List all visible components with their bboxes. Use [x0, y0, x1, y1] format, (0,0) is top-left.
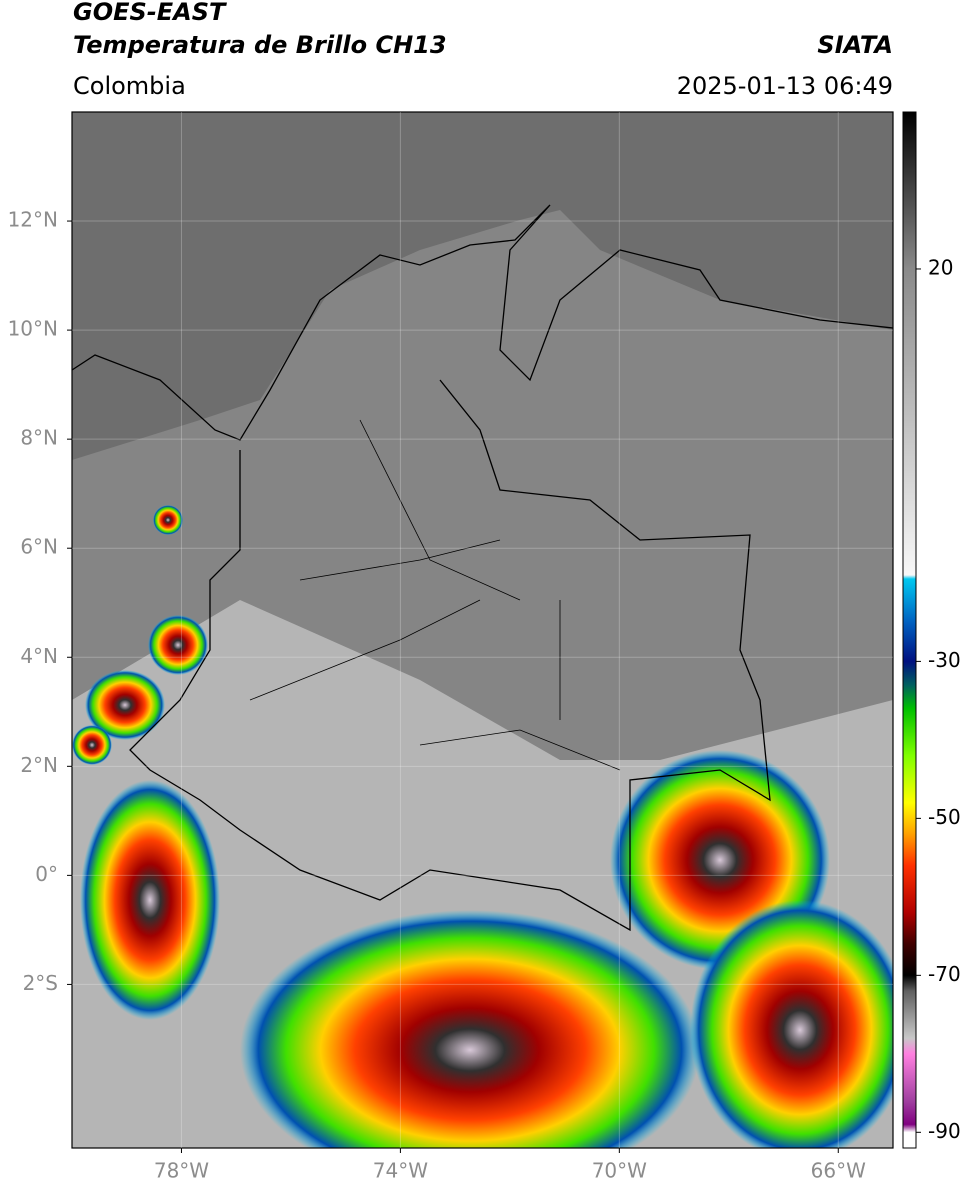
lon-tick-label: 78°W — [154, 1159, 209, 1183]
region: Colombia — [73, 72, 186, 100]
lat-tick-label: 2°S — [23, 971, 58, 995]
lon-tick-label: 74°W — [373, 1159, 428, 1183]
storm — [153, 505, 183, 535]
storm — [85, 670, 165, 740]
departments — [249, 419, 621, 771]
lat-tick-label: 4°N — [20, 644, 58, 668]
product: Temperatura de Brillo CH13 — [73, 31, 447, 59]
lat-tick-label: 8°N — [20, 426, 58, 450]
lat-tick-label: 6°N — [20, 535, 58, 559]
satellite-image — [72, 112, 893, 1148]
storm — [148, 615, 208, 675]
lat-tick-label: 0° — [35, 862, 58, 886]
storm — [72, 725, 112, 765]
colorbar-tick-label: -90 — [928, 1119, 961, 1143]
colorbar-tick-label: -50 — [928, 805, 961, 829]
colorbar-tick-label: -30 — [928, 648, 961, 672]
lat-tick-label: 2°N — [20, 753, 58, 777]
colorbar-tick-label: -70 — [928, 962, 961, 986]
storm — [690, 900, 893, 1148]
borders — [72, 204, 893, 932]
datetime: 2025-01-13 06:49 — [677, 72, 893, 100]
map-frame — [71, 111, 894, 1149]
colorbar-tick-label: 20 — [928, 255, 953, 279]
lat-tick-label: 12°N — [8, 208, 58, 232]
agency: SIATA — [817, 31, 893, 59]
storm — [80, 780, 220, 1020]
colorbar — [902, 111, 917, 1149]
satellite: GOES-EAST — [73, 0, 227, 26]
lon-tick-label: 70°W — [592, 1159, 647, 1183]
storm — [240, 910, 700, 1148]
lon-tick-label: 66°W — [811, 1159, 866, 1183]
lat-tick-label: 10°N — [8, 317, 58, 341]
